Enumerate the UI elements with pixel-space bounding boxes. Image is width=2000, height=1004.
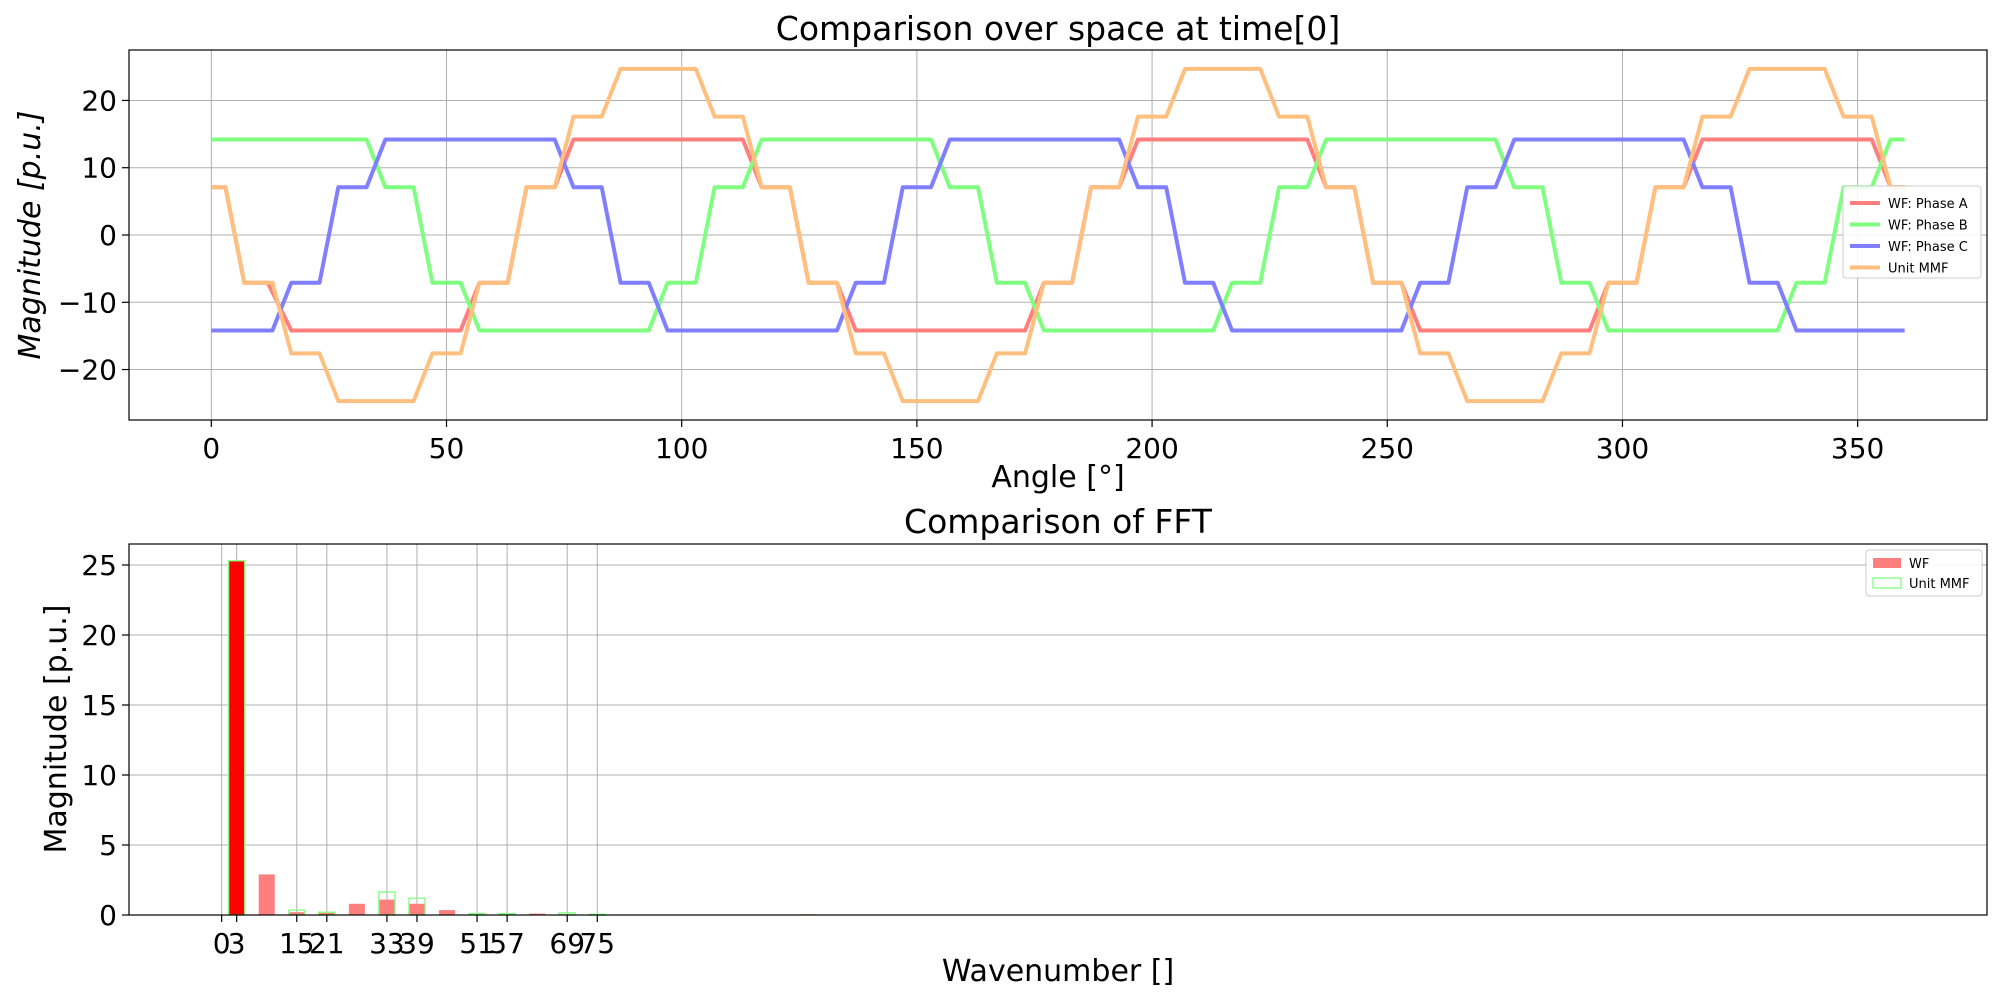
space-plot-legend: WF: Phase A WF: Phase B WF: Phase C Unit MM…	[1842, 185, 1982, 279]
bar-wf-45	[439, 910, 456, 915]
y-tick-label: 25	[81, 549, 117, 582]
bar-wf-33	[378, 899, 395, 915]
y-tick-label: 10	[81, 152, 117, 185]
series-line-unit-mmf	[211, 66, 1905, 404]
legend-label-wf-phase-b: WF: Phase B	[1888, 219, 1968, 234]
x-tick-label: 0	[213, 927, 231, 960]
x-tick-label: 3	[228, 927, 246, 960]
bar-wf-63	[529, 913, 546, 915]
x-tick-label: 75	[579, 927, 615, 960]
x-tick-label: 300	[1596, 432, 1649, 465]
y-tick-label: 20	[81, 84, 117, 117]
bar-wf-27	[348, 903, 365, 915]
bar-wf-21	[318, 912, 335, 915]
fft-plot-title: Comparison of FFT	[904, 502, 1213, 541]
x-tick-label: 69	[549, 927, 585, 960]
x-tick-label: 250	[1361, 432, 1414, 465]
x-tick-label: 21	[309, 927, 345, 960]
space-plot-ticks: 0 50 100 150 200 250 300 350 −20 −10 0 10 20	[58, 84, 1884, 465]
x-tick-label: 150	[890, 432, 943, 465]
y-tick-label: 0	[99, 219, 117, 252]
legend-swatch-unit-mmf	[1872, 577, 1902, 589]
y-tick-label: 20	[81, 619, 117, 652]
x-tick-label: 350	[1831, 432, 1884, 465]
y-tick-label: −20	[58, 354, 117, 387]
fft-plot-frame	[128, 543, 1988, 916]
bar-wf-3	[228, 560, 245, 915]
y-tick-label: 5	[99, 829, 117, 862]
x-tick-label: 39	[399, 927, 435, 960]
legend-label-wf-phase-c: WF: Phase C	[1888, 240, 1968, 255]
legend-label-wf-phase-a: WF: Phase A	[1888, 197, 1968, 212]
bar-wf-9	[258, 874, 275, 915]
legend-box	[1842, 185, 1982, 279]
series-line-wf-phase-c	[211, 137, 1905, 333]
fft-plot-legend: WF Unit MMF	[1865, 549, 1983, 597]
legend-swatch-wf	[1873, 558, 1901, 568]
x-tick-label: 50	[429, 432, 465, 465]
x-tick-label: 15	[279, 927, 315, 960]
y-tick-label: 15	[81, 689, 117, 722]
bar-wf-15	[288, 912, 305, 915]
x-tick-label: 51	[459, 927, 495, 960]
y-tick-label: 10	[81, 759, 117, 792]
fft-plot-xlabel: Wavenumber []	[942, 954, 1174, 989]
legend-label-unit-mmf: Unit MMF	[1888, 262, 1949, 277]
space-plot-title: Comparison over space at time[0]	[776, 9, 1340, 48]
space-plot-series	[211, 66, 1905, 404]
space-plot-ylabel: Magnitude [p.u.]	[13, 110, 48, 359]
y-tick-label: −10	[58, 286, 117, 319]
y-tick-label: 0	[99, 899, 117, 932]
space-comparison-plot: 0 50 100 150 200 250 300 350 −20 −10 0 10 20 Compari…	[13, 9, 1988, 495]
x-tick-label: 33	[369, 927, 405, 960]
x-tick-label: 57	[489, 927, 525, 960]
legend-label-unit-mmf: Unit MMF	[1909, 577, 1970, 592]
fft-plot-ylabel: Magnitude [p.u.]	[39, 604, 74, 853]
space-plot-xlabel: Angle [°]	[991, 460, 1124, 495]
space-plot-grid	[129, 50, 1987, 420]
x-tick-label: 100	[655, 432, 708, 465]
x-tick-label: 0	[202, 432, 220, 465]
x-tick-label: 200	[1125, 432, 1178, 465]
bar-wf-39	[408, 903, 425, 915]
series-line-wf-phase-b	[211, 137, 1905, 333]
legend-label-wf: WF	[1909, 557, 1929, 572]
